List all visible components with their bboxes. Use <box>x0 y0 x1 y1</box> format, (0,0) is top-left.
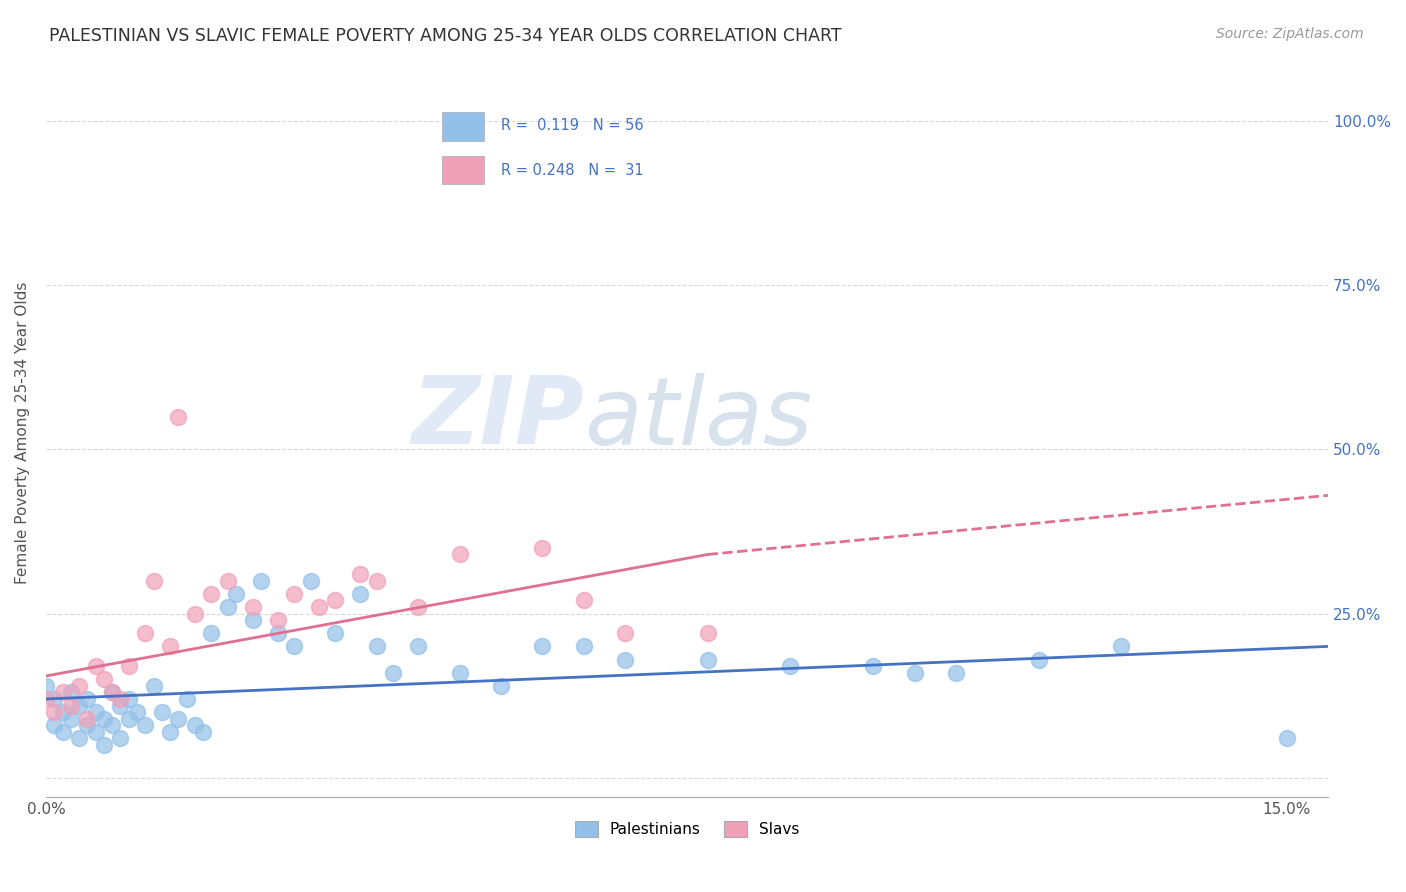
Text: PALESTINIAN VS SLAVIC FEMALE POVERTY AMONG 25-34 YEAR OLDS CORRELATION CHART: PALESTINIAN VS SLAVIC FEMALE POVERTY AMO… <box>49 27 842 45</box>
Point <box>150 705 173 719</box>
Point <box>134 718 156 732</box>
Point <box>614 652 637 666</box>
Point <box>325 593 347 607</box>
Point <box>84 659 107 673</box>
Point <box>250 574 273 588</box>
Point <box>696 652 718 666</box>
Point <box>1028 652 1050 666</box>
Point <box>118 659 141 673</box>
Point <box>1111 640 1133 654</box>
Point <box>101 685 124 699</box>
Point <box>406 640 429 654</box>
Point <box>35 692 58 706</box>
Point <box>945 665 967 680</box>
Point <box>159 724 181 739</box>
Point <box>110 731 132 746</box>
Point <box>101 685 124 699</box>
Point <box>572 593 595 607</box>
Point <box>349 567 371 582</box>
Point <box>184 718 207 732</box>
Point <box>449 665 471 680</box>
Point <box>159 640 181 654</box>
Point <box>191 724 214 739</box>
Point <box>118 712 141 726</box>
Point <box>76 712 98 726</box>
Point <box>51 724 73 739</box>
Legend: Palestinians, Slavs: Palestinians, Slavs <box>567 814 807 845</box>
Point <box>242 613 264 627</box>
Point <box>59 712 82 726</box>
Point <box>349 587 371 601</box>
Point <box>266 613 288 627</box>
Point <box>76 718 98 732</box>
Point <box>44 705 66 719</box>
Point <box>134 626 156 640</box>
Point <box>366 640 388 654</box>
Point <box>1275 731 1298 746</box>
Point <box>200 626 222 640</box>
Point <box>44 718 66 732</box>
Point <box>67 731 90 746</box>
Point <box>325 626 347 640</box>
Point <box>76 692 98 706</box>
Point <box>200 587 222 601</box>
Point <box>299 574 322 588</box>
Point <box>93 738 115 752</box>
Point <box>217 599 239 614</box>
Point <box>225 587 247 601</box>
Point <box>406 599 429 614</box>
Point <box>217 574 239 588</box>
Point <box>110 692 132 706</box>
Point <box>167 409 190 424</box>
Point <box>862 659 884 673</box>
Text: ZIP: ZIP <box>412 372 585 465</box>
Point <box>366 574 388 588</box>
Point <box>84 724 107 739</box>
Point <box>44 692 66 706</box>
Point <box>531 541 554 555</box>
Point <box>93 672 115 686</box>
Point <box>101 718 124 732</box>
Point <box>308 599 330 614</box>
Point <box>51 705 73 719</box>
Point <box>382 665 405 680</box>
Point <box>449 548 471 562</box>
Point <box>696 626 718 640</box>
Point <box>142 679 165 693</box>
Point <box>779 659 801 673</box>
Point <box>184 607 207 621</box>
Point <box>35 679 58 693</box>
Point <box>167 712 190 726</box>
Text: Source: ZipAtlas.com: Source: ZipAtlas.com <box>1216 27 1364 41</box>
Point <box>118 692 141 706</box>
Point <box>903 665 925 680</box>
Point <box>283 640 305 654</box>
Point <box>110 698 132 713</box>
Point <box>176 692 198 706</box>
Point <box>283 587 305 601</box>
Text: atlas: atlas <box>585 373 813 464</box>
Point <box>142 574 165 588</box>
Point <box>242 599 264 614</box>
Point <box>67 698 90 713</box>
Point <box>59 685 82 699</box>
Point <box>125 705 148 719</box>
Point <box>67 679 90 693</box>
Point <box>489 679 512 693</box>
Point <box>531 640 554 654</box>
Point <box>93 712 115 726</box>
Point <box>59 698 82 713</box>
Point <box>572 640 595 654</box>
Point <box>84 705 107 719</box>
Point <box>266 626 288 640</box>
Point <box>51 685 73 699</box>
Y-axis label: Female Poverty Among 25-34 Year Olds: Female Poverty Among 25-34 Year Olds <box>15 282 30 584</box>
Point <box>614 626 637 640</box>
